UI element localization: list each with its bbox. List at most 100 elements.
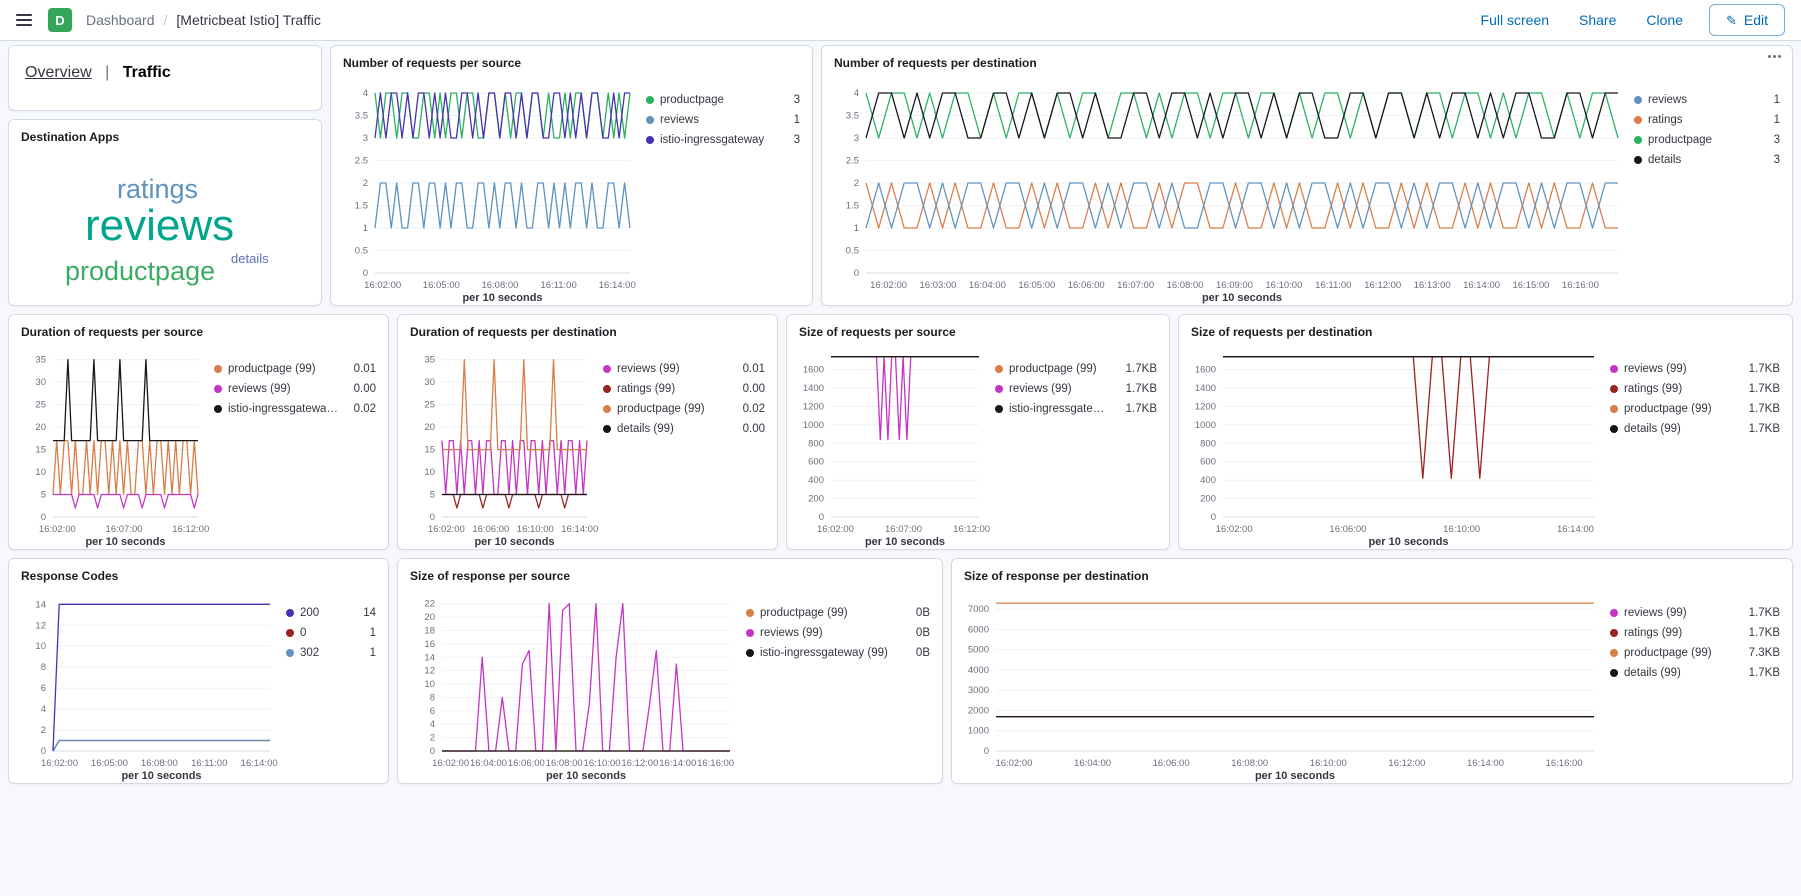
legend-item[interactable]: reviews (99) 0.00 bbox=[214, 383, 376, 395]
svg-text:0: 0 bbox=[854, 268, 859, 279]
chart-legend: productpage (99) 0B reviews (99) 0B istio-in… bbox=[742, 585, 942, 783]
legend-item[interactable]: productpage 3 bbox=[646, 94, 800, 106]
panel-title: Size of response per destination bbox=[964, 569, 1149, 583]
legend-item[interactable]: details (99) 0.00 bbox=[603, 423, 765, 435]
legend-item[interactable]: 302 1 bbox=[286, 647, 376, 659]
legend-item[interactable]: istio-ingressgateway (99) 0B bbox=[746, 647, 930, 659]
panel-response-codes: Response Codes 0 2 4 6 8 10 12 14 16:02:00 16:05:… bbox=[8, 558, 389, 784]
link-overview[interactable]: Overview bbox=[25, 64, 92, 81]
legend-item[interactable]: reviews 1 bbox=[1634, 94, 1780, 106]
legend-value: 1.7KB bbox=[1125, 383, 1157, 395]
legend-label: istio-ingressgateway (99) bbox=[760, 647, 888, 659]
legend-color-dot bbox=[1610, 365, 1618, 373]
tag-reviews[interactable]: reviews bbox=[85, 201, 235, 250]
legend-color-dot bbox=[214, 365, 222, 373]
dashboard-logo[interactable]: D bbox=[48, 8, 72, 32]
svg-text:per 10 seconds: per 10 seconds bbox=[462, 292, 542, 304]
legend-item[interactable]: productpage (99) 0.01 bbox=[214, 363, 376, 375]
svg-text:0: 0 bbox=[363, 268, 368, 279]
share-link[interactable]: Share bbox=[1579, 12, 1617, 28]
svg-text:600: 600 bbox=[1200, 457, 1216, 468]
legend-item[interactable]: ratings (99) 1.7KB bbox=[1610, 383, 1780, 395]
legend-item[interactable]: reviews (99) 1.7KB bbox=[1610, 363, 1780, 375]
svg-text:16:02:00: 16:02:00 bbox=[41, 758, 78, 769]
svg-text:16:02:00: 16:02:00 bbox=[995, 758, 1032, 769]
legend-label: details (99) bbox=[617, 423, 674, 435]
svg-text:4: 4 bbox=[363, 88, 368, 99]
legend-item[interactable]: details 3 bbox=[1634, 154, 1780, 166]
legend-item[interactable]: istio-ingressgateway (99) 0.02 bbox=[214, 403, 376, 415]
legend-item[interactable]: details (99) 1.7KB bbox=[1610, 667, 1780, 679]
legend-item[interactable]: details (99) 1.7KB bbox=[1610, 423, 1780, 435]
svg-text:2: 2 bbox=[41, 725, 46, 736]
legend-value: 1.7KB bbox=[1125, 363, 1157, 375]
legend-item[interactable]: productpage 3 bbox=[1634, 134, 1780, 146]
svg-text:1600: 1600 bbox=[1195, 365, 1216, 376]
legend-item[interactable]: istio-ingressgateway 3 bbox=[646, 134, 800, 146]
svg-text:16:06:00: 16:06:00 bbox=[1329, 524, 1366, 535]
svg-text:16:12:00: 16:12:00 bbox=[1364, 280, 1401, 291]
svg-text:10: 10 bbox=[35, 641, 46, 652]
clone-link[interactable]: Clone bbox=[1646, 12, 1683, 28]
legend-item[interactable]: ratings (99) 1.7KB bbox=[1610, 627, 1780, 639]
svg-text:16:02:00: 16:02:00 bbox=[364, 280, 401, 291]
legend-item[interactable]: istio-ingressgateway (9... 1.7KB bbox=[995, 403, 1157, 415]
chart-canvas-duration-per-source: 0 5 10 15 20 25 30 35 16:02:00 16:07:00 16:12:00 pe… bbox=[9, 341, 210, 549]
svg-text:0: 0 bbox=[819, 512, 824, 523]
svg-text:2: 2 bbox=[363, 178, 368, 189]
panel-options-icon[interactable] bbox=[1765, 50, 1784, 63]
panel-request-size-per-source: Size of requests per source 0 200 400 600 80… bbox=[786, 314, 1170, 550]
legend-item[interactable]: reviews 1 bbox=[646, 114, 800, 126]
svg-text:3.5: 3.5 bbox=[846, 111, 859, 122]
svg-text:16:15:00: 16:15:00 bbox=[1512, 280, 1549, 291]
legend-item[interactable]: reviews (99) 0B bbox=[746, 627, 930, 639]
legend-color-dot bbox=[646, 116, 654, 124]
legend-item[interactable]: productpage (99) 0.02 bbox=[603, 403, 765, 415]
svg-text:3: 3 bbox=[854, 133, 859, 144]
tag-ratings[interactable]: ratings bbox=[117, 174, 199, 204]
legend-value: 0.02 bbox=[742, 403, 765, 415]
svg-text:16:11:00: 16:11:00 bbox=[540, 280, 576, 291]
legend-item[interactable]: ratings 1 bbox=[1634, 114, 1780, 126]
legend-label: istio-ingressgateway (99) bbox=[228, 403, 340, 415]
legend-item[interactable]: reviews (99) 1.7KB bbox=[995, 383, 1157, 395]
svg-text:8: 8 bbox=[430, 692, 435, 703]
svg-text:16:13:00: 16:13:00 bbox=[1414, 280, 1451, 291]
legend-value: 14 bbox=[363, 607, 376, 619]
svg-text:16:11:00: 16:11:00 bbox=[1315, 280, 1351, 291]
legend-color-dot bbox=[286, 609, 294, 617]
svg-text:1400: 1400 bbox=[1195, 383, 1216, 394]
panel-title: Duration of requests per source bbox=[21, 325, 204, 339]
legend-color-dot bbox=[1634, 116, 1642, 124]
svg-text:16:16:00: 16:16:00 bbox=[1562, 280, 1599, 291]
full-screen-link[interactable]: Full screen bbox=[1480, 12, 1550, 28]
svg-text:16:02:00: 16:02:00 bbox=[428, 524, 465, 535]
tag-productpage[interactable]: productpage bbox=[65, 256, 216, 286]
svg-text:16:10:00: 16:10:00 bbox=[584, 758, 621, 769]
legend-item[interactable]: productpage (99) 7.3KB bbox=[1610, 647, 1780, 659]
svg-text:16:07:00: 16:07:00 bbox=[1117, 280, 1154, 291]
menu-icon[interactable] bbox=[0, 0, 48, 40]
legend-item[interactable]: 200 14 bbox=[286, 607, 376, 619]
legend-item[interactable]: reviews (99) 1.7KB bbox=[1610, 607, 1780, 619]
legend-item[interactable]: ratings (99) 0.00 bbox=[603, 383, 765, 395]
legend-value: 1.7KB bbox=[1748, 667, 1780, 679]
legend-color-dot bbox=[1610, 609, 1618, 617]
legend-item[interactable]: productpage (99) 0B bbox=[746, 607, 930, 619]
legend-label: istio-ingressgateway (9... bbox=[1009, 403, 1112, 415]
legend-item[interactable]: productpage (99) 1.7KB bbox=[995, 363, 1157, 375]
svg-text:0.5: 0.5 bbox=[846, 246, 859, 257]
svg-text:16:02:00: 16:02:00 bbox=[39, 524, 76, 535]
link-traffic[interactable]: Traffic bbox=[122, 64, 171, 81]
panel-title: Size of requests per destination bbox=[1191, 325, 1373, 339]
breadcrumb-dashboard[interactable]: Dashboard bbox=[86, 12, 155, 28]
panel-response-size-per-source: Size of response per source 0 2 4 6 8 10 12 14 1… bbox=[397, 558, 943, 784]
legend-color-dot bbox=[646, 136, 654, 144]
svg-text:18: 18 bbox=[424, 625, 435, 636]
legend-item[interactable]: productpage (99) 1.7KB bbox=[1610, 403, 1780, 415]
legend-item[interactable]: reviews (99) 0.01 bbox=[603, 363, 765, 375]
tag-details[interactable]: details bbox=[231, 251, 269, 266]
edit-button[interactable]: ✎ Edit bbox=[1708, 4, 1785, 36]
svg-text:16:02:00: 16:02:00 bbox=[1216, 524, 1253, 535]
